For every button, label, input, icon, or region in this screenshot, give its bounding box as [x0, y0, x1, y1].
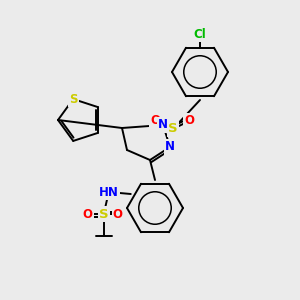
Text: O: O	[113, 208, 123, 220]
Text: S: S	[99, 208, 109, 220]
Text: O: O	[184, 115, 194, 128]
Text: O: O	[150, 115, 160, 128]
Text: N: N	[165, 140, 175, 154]
Text: S: S	[69, 93, 77, 106]
Text: N: N	[158, 118, 168, 131]
Text: HN: HN	[99, 185, 119, 199]
Text: O: O	[83, 208, 93, 220]
Text: S: S	[168, 122, 178, 136]
Text: Cl: Cl	[194, 28, 206, 40]
